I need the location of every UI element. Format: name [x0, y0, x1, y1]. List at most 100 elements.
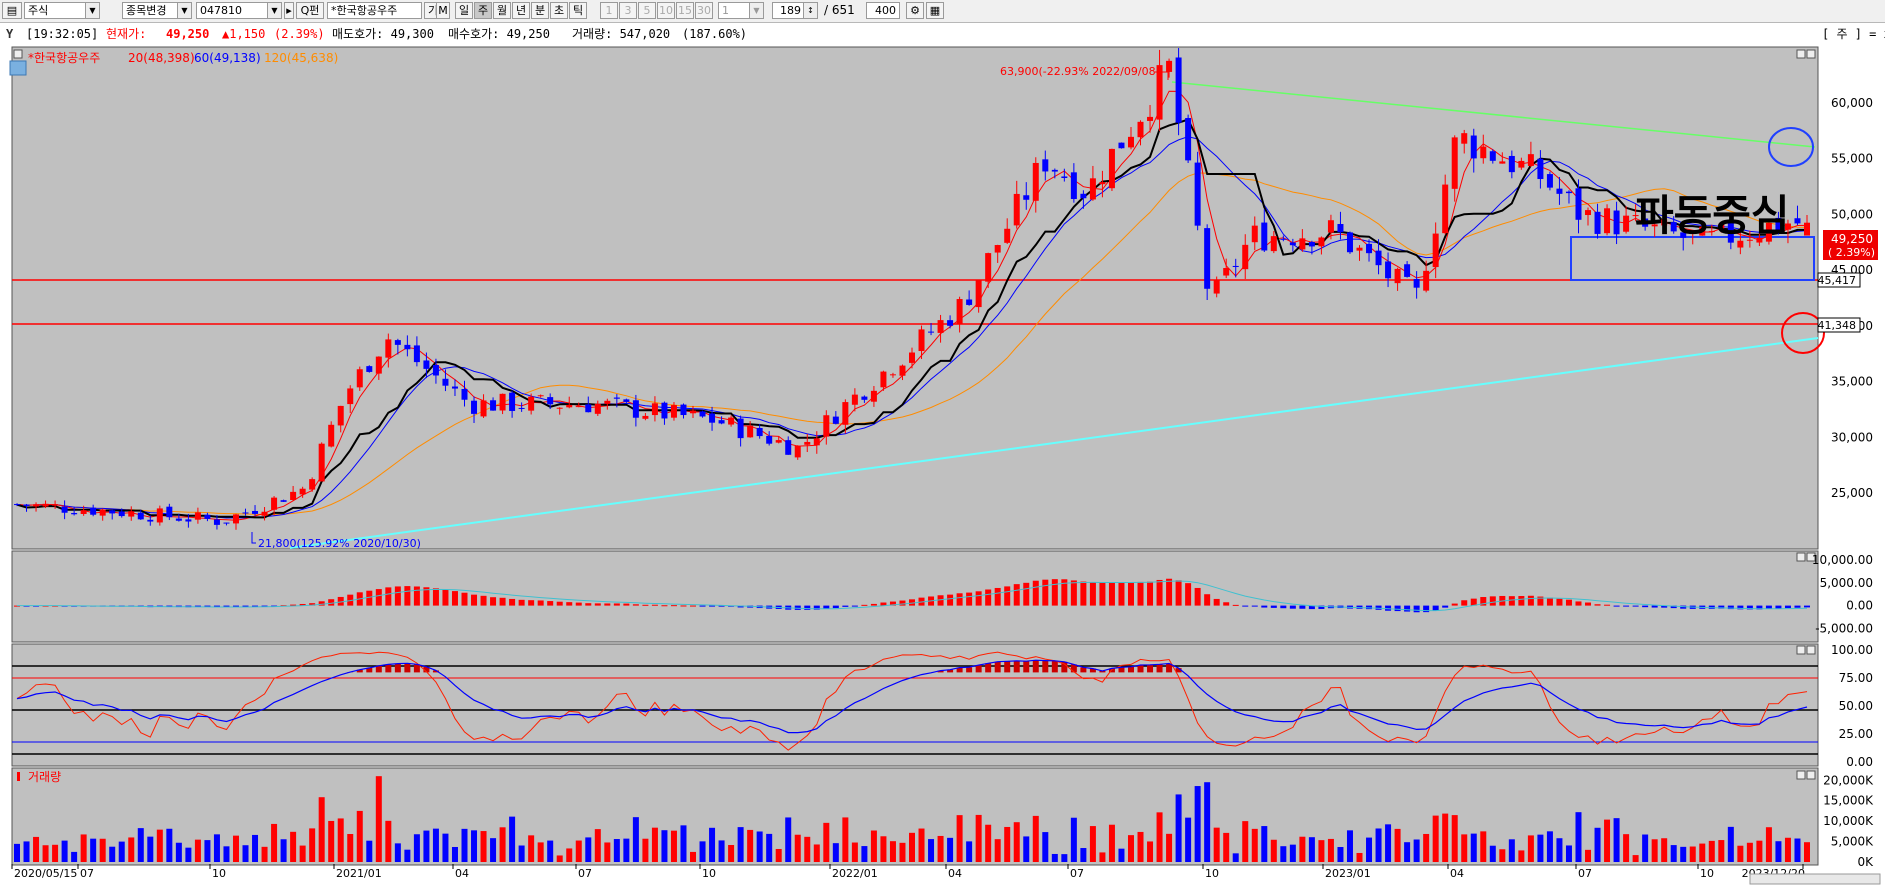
candle-body — [1175, 57, 1182, 123]
period-tab-minute[interactable]: 분 — [531, 2, 549, 19]
macd-bar — [851, 605, 858, 607]
candle-body — [442, 378, 449, 386]
volume-bar — [1651, 839, 1658, 862]
current-price-badge-pct: ( 2.39%) — [1828, 246, 1875, 259]
panel-buttons[interactable] — [1796, 49, 1816, 780]
stock-change-button[interactable]: 종목변경 ▼ — [122, 2, 192, 19]
legend-ma120: 120(45,638) — [264, 51, 338, 65]
volume-bar — [1442, 813, 1449, 862]
volume-bar — [1013, 822, 1020, 862]
candle-body — [1804, 222, 1810, 236]
count-1-button[interactable]: 1 — [600, 2, 618, 19]
volume-bar — [1670, 845, 1677, 862]
volume-bar — [52, 844, 59, 862]
x-axis-label: 10 — [1700, 867, 1714, 880]
macd-bar — [490, 597, 497, 606]
candle-body — [1166, 60, 1173, 72]
market-select[interactable]: 주식 ▼ — [24, 2, 100, 19]
panel-menu-icon[interactable] — [13, 49, 23, 59]
price-tick-label: 60,000 — [1831, 96, 1873, 110]
candle-body — [1623, 215, 1630, 232]
macd-bar — [366, 590, 373, 606]
candle-body — [1499, 161, 1506, 164]
candle-body — [1413, 279, 1420, 288]
candle-body — [1327, 220, 1334, 233]
volume-bar — [1775, 841, 1782, 862]
grid-icon[interactable]: ▦ — [926, 2, 944, 19]
volume-pct: (187.60%) — [682, 27, 748, 41]
macd-bar — [566, 602, 573, 606]
play-icon[interactable]: ▸ — [284, 2, 294, 19]
low-annotation-arrow — [251, 532, 256, 544]
volume-bar — [899, 842, 906, 862]
view-count-input[interactable]: 400 — [866, 2, 900, 19]
period-tab-tick[interactable]: 틱 — [569, 2, 587, 19]
candle-body — [1508, 155, 1515, 173]
count-10-button[interactable]: 10 — [657, 2, 675, 19]
volume-bar — [1432, 815, 1439, 862]
candle-body — [909, 352, 915, 363]
candle-body — [747, 425, 754, 438]
volume-bar — [147, 836, 154, 862]
memo-button[interactable]: M — [436, 2, 450, 19]
legend-ma60: 60(49,138) — [194, 51, 261, 65]
period-tab-week[interactable]: 주 — [474, 2, 492, 19]
osc-tick-label: 25.00 — [1839, 727, 1873, 741]
candle-body — [1565, 191, 1572, 194]
candle-body — [432, 365, 439, 376]
chart-mode-icon[interactable]: Y — [6, 27, 14, 41]
stock-list-icon[interactable]: ▤ — [2, 2, 22, 19]
candle-body — [366, 366, 373, 372]
candle-body — [299, 488, 306, 495]
volume-bar — [1604, 819, 1611, 862]
candle-body — [642, 415, 649, 419]
stock-code-input[interactable]: 047810 ▼ — [196, 2, 282, 19]
candle-body — [804, 441, 811, 445]
macd-bar — [194, 605, 201, 607]
drawing-tool-icon[interactable] — [9, 60, 27, 76]
candle-body — [1042, 159, 1049, 172]
candle-body — [870, 390, 877, 402]
red-circle-marker[interactable] — [1781, 312, 1825, 354]
count-3-button[interactable]: 3 — [619, 2, 637, 19]
candle-body — [471, 400, 478, 414]
candle-body — [1794, 218, 1801, 224]
volume-bar — [1337, 847, 1344, 862]
macd-bar — [947, 594, 954, 606]
period-tab-year[interactable]: 년 — [512, 2, 530, 19]
candle-body — [261, 511, 268, 516]
volume-bar — [99, 838, 106, 862]
macd-bar — [280, 605, 287, 607]
count-30-button[interactable]: 30 — [695, 2, 713, 19]
settings-icon[interactable]: ⚙ — [906, 2, 924, 19]
count-select[interactable]: 1 ▼ — [718, 2, 764, 19]
candle-body — [1289, 242, 1296, 246]
volume-bar — [1499, 849, 1506, 862]
volume-bar — [1318, 840, 1325, 862]
volume-axis-ticks: 20,000K 15,000K 10,000K 5,000K 0K — [1823, 773, 1874, 869]
macd-bar — [585, 603, 592, 606]
resistance-trendline[interactable] — [1171, 81, 1816, 148]
support-trendline[interactable] — [289, 337, 1819, 549]
count-15-button[interactable]: 15 — [676, 2, 694, 19]
candle-body — [585, 404, 592, 413]
candle-body — [1394, 268, 1401, 284]
candle-body — [880, 371, 887, 388]
period-tab-day[interactable]: 일 — [455, 2, 473, 19]
volume-bar — [1061, 854, 1068, 862]
blue-circle-marker[interactable] — [1768, 127, 1814, 167]
volume-bar — [1737, 845, 1744, 862]
candle-body — [966, 299, 973, 305]
period-tab-month[interactable]: 월 — [493, 2, 511, 19]
volume-bar — [661, 830, 668, 862]
period-tab-second[interactable]: 초 — [550, 2, 568, 19]
count-5-button[interactable]: 5 — [638, 2, 656, 19]
macd-bar — [299, 603, 306, 606]
window-controls[interactable]: [ 주 ] = x — [1822, 27, 1885, 41]
volume-bar — [1699, 843, 1706, 862]
bar-count-input[interactable]: 189 ↕ — [772, 2, 818, 19]
search-button[interactable]: Q펀 — [296, 2, 324, 19]
volume-bar — [680, 825, 687, 862]
chart-zoom-controls[interactable] — [1749, 873, 1881, 885]
